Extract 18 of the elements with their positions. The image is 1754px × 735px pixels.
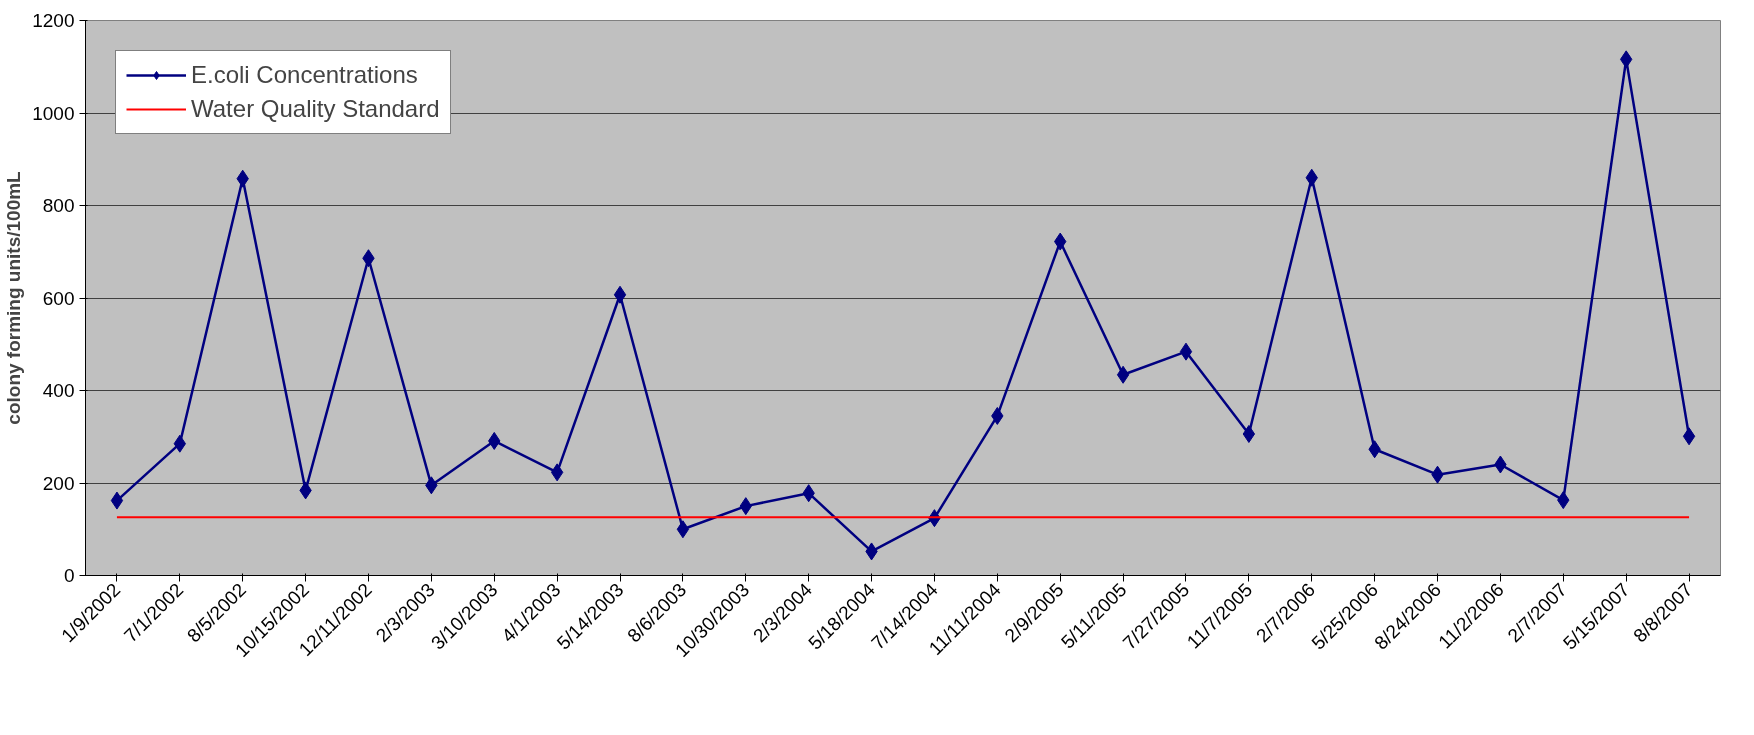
point — [550, 463, 564, 482]
legend-label: Water Quality Standard — [191, 95, 440, 123]
y-tick-label: 800 — [42, 195, 75, 216]
y-tick-label: 1000 — [32, 102, 75, 124]
legend-label: E.coli Concentrations — [191, 61, 418, 89]
point — [1116, 365, 1130, 384]
point — [1242, 424, 1256, 443]
y-tick-label: 0 — [63, 565, 75, 586]
y-tick-label: 600 — [42, 287, 75, 309]
y-tick-label: 1200 — [32, 10, 75, 31]
point — [1682, 427, 1696, 446]
y-axis-title: colony forming units/100mL — [3, 170, 25, 425]
point — [613, 285, 627, 304]
y-tick-label: 200 — [42, 472, 75, 494]
y-tick-label: 400 — [42, 380, 75, 401]
point — [1179, 342, 1193, 361]
point — [110, 491, 124, 510]
point — [676, 520, 690, 539]
